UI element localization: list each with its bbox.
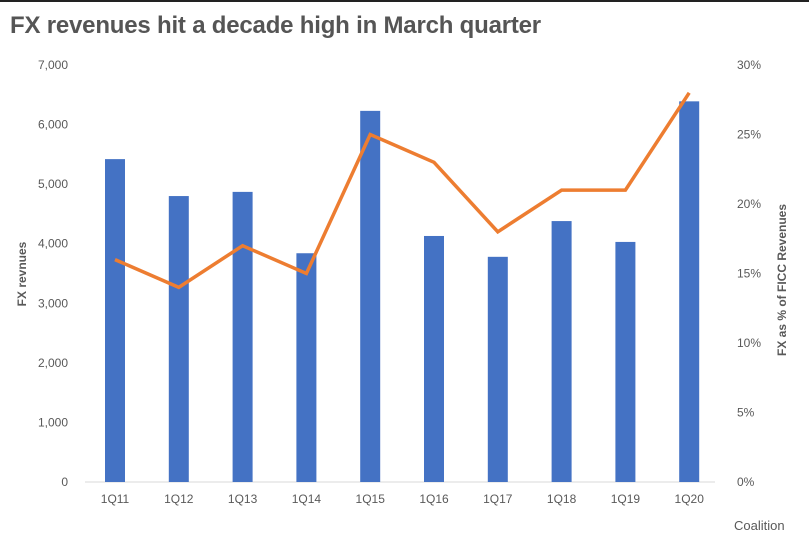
left-tick-label: 3,000 xyxy=(38,296,68,310)
left-tick-label: 7,000 xyxy=(38,58,68,72)
bar-1Q11 xyxy=(105,159,125,482)
bar-1Q20 xyxy=(679,101,700,483)
x-tick-label: 1Q13 xyxy=(228,492,258,506)
left-tick-label: 1,000 xyxy=(38,415,68,429)
x-tick-label: 1Q17 xyxy=(483,492,513,506)
right-tick-label: 0% xyxy=(737,475,755,489)
bar-1Q14 xyxy=(296,253,317,482)
right-axis-ticks: 0% 5% 10% 15% 20% 25% 30% xyxy=(737,58,761,489)
bar-1Q16 xyxy=(424,235,444,482)
right-tick-label: 15% xyxy=(737,267,761,281)
x-tick-label: 1Q12 xyxy=(164,492,194,506)
x-tick-label: 1Q20 xyxy=(675,492,705,506)
right-tick-label: 30% xyxy=(737,58,761,72)
bar-1Q19 xyxy=(615,241,636,482)
left-tick-label: 2,000 xyxy=(38,356,68,370)
right-tick-label: 20% xyxy=(737,197,761,211)
source-label: Coalition xyxy=(734,518,785,533)
right-tick-label: 25% xyxy=(737,128,761,142)
left-tick-label: 5,000 xyxy=(38,177,68,191)
line-series-fx-pct-ficc xyxy=(114,91,691,290)
x-tick-label: 1Q16 xyxy=(419,492,449,506)
left-axis-ticks: 0 1,000 2,000 3,000 4,000 5,000 6,000 7,000 xyxy=(38,58,68,489)
x-tick-label: 1Q15 xyxy=(356,492,386,506)
bar-1Q17 xyxy=(487,256,508,482)
left-axis-title: FX revnues xyxy=(15,241,29,306)
bar-1Q15 xyxy=(360,110,381,483)
x-tick-label: 1Q14 xyxy=(292,492,322,506)
top-border xyxy=(0,0,809,2)
right-axis-title: FX as % of FICC Revenues xyxy=(775,204,789,356)
x-tick-label: 1Q11 xyxy=(101,492,130,506)
left-tick-label: 4,000 xyxy=(38,237,68,251)
chart-title: FX revenues hit a decade high in March q… xyxy=(10,12,541,39)
bar-1Q13 xyxy=(232,191,253,482)
left-tick-label: 6,000 xyxy=(38,118,68,132)
bar-series-fx-revenues xyxy=(105,101,700,483)
left-tick-label: 0 xyxy=(61,475,68,489)
bar-1Q18 xyxy=(551,221,572,482)
x-tick-label: 1Q19 xyxy=(611,492,641,506)
right-tick-label: 10% xyxy=(737,336,761,350)
bar-1Q12 xyxy=(168,196,189,483)
x-tick-label: 1Q18 xyxy=(547,492,577,506)
right-tick-label: 5% xyxy=(737,406,755,420)
x-axis-ticks: 1Q11 1Q12 1Q13 1Q14 1Q15 1Q16 1Q17 1Q18 1Q19 1Q20 xyxy=(101,492,704,506)
